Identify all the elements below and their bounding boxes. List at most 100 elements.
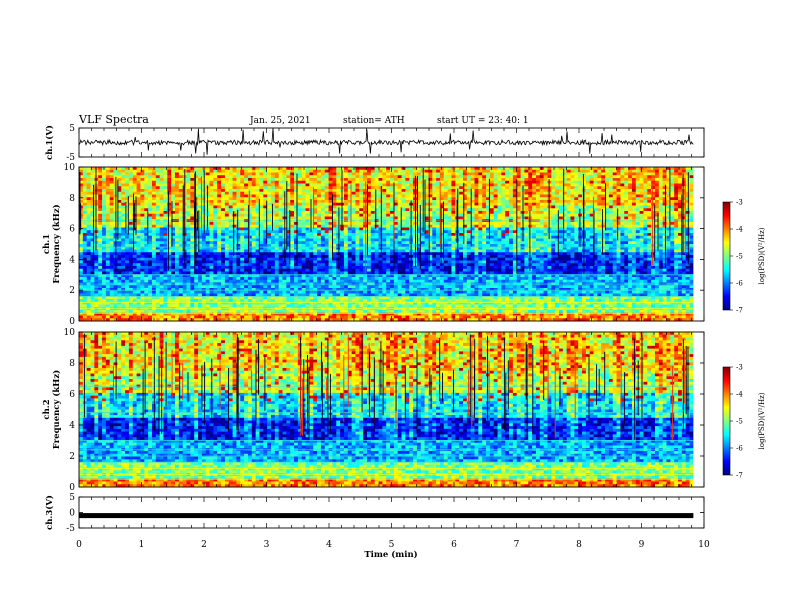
ch1-spectrogram-cell xyxy=(448,203,452,206)
ch1-spectrogram-cell xyxy=(156,175,160,178)
ch1-spectrogram-cell xyxy=(567,225,571,228)
ch1-spectrogram-cell xyxy=(121,170,125,173)
ch1-spectrogram-cell xyxy=(294,195,298,198)
ch1-spectrogram-cell xyxy=(87,186,91,189)
ch1-spectrogram-cell xyxy=(498,181,502,184)
ch1-spectrogram-cell xyxy=(386,184,390,187)
ch1-spectrogram-cell xyxy=(628,184,632,187)
ch1-spectrogram-cell xyxy=(352,250,356,253)
ch1-spectrogram-cell xyxy=(221,197,225,200)
ch1-spectrogram-cell xyxy=(605,178,609,181)
ch1-spectrogram-cell xyxy=(379,222,383,225)
ch1-spectrogram-cell xyxy=(609,208,613,211)
ch1-spectrogram-cell xyxy=(643,189,647,192)
ch1-spectrogram-cell xyxy=(636,170,640,173)
ch1-spectrogram-cell xyxy=(670,181,674,184)
ch1-spectrogram-cell xyxy=(498,211,502,214)
ch1-spectrogram-cell xyxy=(252,195,256,198)
ch1-spectrogram-cell xyxy=(398,175,402,178)
ch1-spectrogram-cell xyxy=(524,228,528,231)
ch1-spectrogram-cell xyxy=(382,211,386,214)
ch1-spectrogram-cell xyxy=(233,186,237,189)
ch1-spectrogram-cell xyxy=(405,186,409,189)
ch1-spectrogram-cell xyxy=(375,167,379,170)
ch1-spectrogram-cell xyxy=(283,186,287,189)
ch1-spectrogram-cell xyxy=(371,173,375,176)
ch1-spectrogram-cell xyxy=(609,170,613,173)
ch1-spectrogram-cell xyxy=(279,175,283,178)
ch1-spectrogram-cell xyxy=(690,241,694,244)
ch1-spectrogram-cell xyxy=(571,186,575,189)
ch1-spectrogram-cell xyxy=(179,239,183,242)
ch1-spectrogram-cell xyxy=(594,184,598,187)
ch1-spectrogram-cell xyxy=(329,184,333,187)
ch1-spectrogram-cell xyxy=(294,208,298,211)
ch1-spectrogram-cell xyxy=(110,203,114,206)
ch1-spectrogram-cell xyxy=(544,236,548,239)
ch1-spectrogram-cell xyxy=(190,222,194,225)
ch1-spectrogram-cell xyxy=(259,225,263,228)
ch1-spectrogram-cell xyxy=(221,241,225,244)
ch1-spectrogram-cell xyxy=(375,170,379,173)
ch1-spectrogram-cell xyxy=(321,184,325,187)
ch1-spectrogram-cell xyxy=(121,233,125,236)
ch1-spectrogram-cell xyxy=(160,195,164,198)
ch1-spectrogram-cell xyxy=(179,173,183,176)
ch1-spectrogram-cell xyxy=(229,175,233,178)
ch1-spectrogram-cell xyxy=(91,228,95,231)
ch1-spectrogram-cell xyxy=(83,200,87,203)
ch1-spectrogram-cell xyxy=(678,192,682,195)
ch1-spectrogram-cell xyxy=(617,197,621,200)
ch1-spectrogram-cell xyxy=(140,233,144,236)
ch1-spectrogram-cell xyxy=(321,186,325,189)
ch1-spectrogram-cell xyxy=(448,197,452,200)
ch1-spectrogram-cell xyxy=(670,236,674,239)
ch1-spectrogram-cell xyxy=(271,175,275,178)
ch1-spectrogram-cell xyxy=(636,206,640,209)
ch1-spectrogram-cell xyxy=(636,233,640,236)
ch1-spectrogram-cell xyxy=(179,170,183,173)
ch1-spectrogram-cell xyxy=(163,175,167,178)
ch1-spectrogram-cell xyxy=(110,175,114,178)
ch1-spectrogram-cell xyxy=(551,208,555,211)
ch1-spectrogram-cell xyxy=(467,178,471,181)
ch1-spectrogram-cell xyxy=(532,197,536,200)
ch1-spectrogram-cell xyxy=(444,239,448,242)
ch1-spectrogram-cell xyxy=(359,228,363,231)
ch1-spectrogram-cell xyxy=(428,173,432,176)
ch1-spectrogram-cell xyxy=(402,236,406,239)
ch1-spectrogram-cell xyxy=(544,195,548,198)
ch1-spectrogram-cell xyxy=(613,222,617,225)
ch1-spectrogram-cell xyxy=(624,181,628,184)
ch1-spectrogram-cell xyxy=(448,178,452,181)
ch1-spectrogram-cell xyxy=(405,211,409,214)
ch1-spectrogram-cell xyxy=(636,186,640,189)
ch1-spectrogram-cell xyxy=(325,230,329,233)
ch1-spectrogram-cell xyxy=(175,192,179,195)
ch1-spectrogram-cell xyxy=(329,178,333,181)
ch1-spectrogram-cell xyxy=(321,208,325,211)
ch1-spectrogram-cell xyxy=(148,217,152,220)
ch1-spectrogram-cell xyxy=(213,195,217,198)
ch1-spectrogram-cell xyxy=(613,236,617,239)
ch1-spectrogram-cell xyxy=(302,170,306,173)
ch1-spectrogram-cell xyxy=(91,186,95,189)
ch1-spectrogram-cell xyxy=(494,228,498,231)
ch1-spectrogram-cell xyxy=(152,222,156,225)
ch1-spectrogram-cell xyxy=(574,175,578,178)
ch1-spectrogram-cell xyxy=(444,230,448,233)
ch1-spectrogram-cell xyxy=(244,192,248,195)
ch1-spectrogram-cell xyxy=(620,175,624,178)
ch1-spectrogram-cell xyxy=(275,167,279,170)
ch1-spectrogram-cell xyxy=(651,197,655,200)
ch1-spectrogram-cell xyxy=(175,173,179,176)
ch1-spectrogram-cell xyxy=(628,211,632,214)
ch1-spectrogram-cell xyxy=(475,175,479,178)
ch1-spectrogram-cell xyxy=(459,225,463,228)
ch1-spectrogram-cell xyxy=(267,230,271,233)
ch1-spectrogram-cell xyxy=(524,175,528,178)
ch1-spectrogram-cell xyxy=(163,195,167,198)
ch1-spectrogram-cell xyxy=(336,214,340,217)
ch1-spectrogram-cell xyxy=(137,244,141,247)
ch1-spectrogram-cell xyxy=(259,170,263,173)
